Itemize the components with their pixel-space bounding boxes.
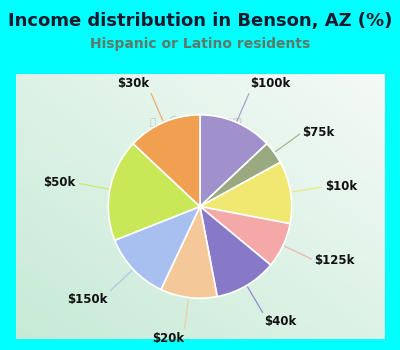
Text: Income distribution in Benson, AZ (%): Income distribution in Benson, AZ (%) [8, 12, 392, 30]
Text: $50k: $50k [44, 176, 76, 189]
Text: $20k: $20k [152, 332, 184, 345]
Text: $125k: $125k [314, 254, 355, 267]
Wedge shape [108, 144, 200, 240]
Wedge shape [115, 206, 200, 289]
Text: $75k: $75k [302, 126, 335, 139]
Text: $100k: $100k [250, 77, 290, 90]
Text: $10k: $10k [325, 180, 357, 193]
Text: $40k: $40k [264, 315, 297, 328]
Text: $30k: $30k [118, 77, 150, 90]
Wedge shape [161, 206, 217, 298]
Text: City-Data.com: City-Data.com [169, 117, 243, 126]
Wedge shape [133, 115, 200, 206]
Text: Hispanic or Latino residents: Hispanic or Latino residents [90, 37, 310, 51]
Text: ⓘ: ⓘ [150, 117, 156, 126]
Wedge shape [200, 206, 271, 296]
Wedge shape [200, 144, 280, 206]
Text: $150k: $150k [67, 293, 108, 306]
Wedge shape [200, 162, 292, 224]
Wedge shape [200, 206, 290, 265]
Wedge shape [200, 115, 267, 206]
